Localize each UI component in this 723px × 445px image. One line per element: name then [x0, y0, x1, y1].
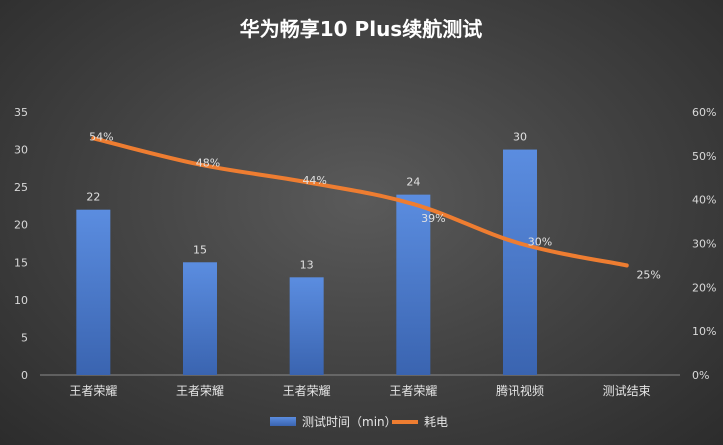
y-right-tick-label: 30%: [692, 238, 716, 251]
y-right-tick-label: 20%: [692, 281, 716, 294]
legend: 测试时间（min） 耗电: [270, 414, 448, 429]
line-point: [624, 263, 629, 268]
bar: [503, 149, 537, 375]
x-tick-label: 王者荣耀: [283, 384, 331, 398]
line-data-label: 30%: [528, 236, 552, 249]
x-tick-label: 王者荣耀: [389, 384, 437, 398]
bar-series: [76, 149, 537, 375]
line-data-label: 54%: [89, 130, 113, 143]
y-left-tick-label: 0: [21, 369, 28, 382]
y-right-tick-label: 40%: [692, 194, 716, 207]
line-point: [411, 202, 416, 207]
line-series: [91, 136, 629, 268]
bar-data-label: 24: [406, 176, 420, 189]
y-left-tick-label: 5: [21, 331, 28, 344]
bar-data-label: 13: [300, 258, 314, 271]
chart-title: 华为畅享10 Plus续航测试: [240, 17, 482, 41]
y-left-tick-label: 20: [14, 219, 28, 232]
y-right-tick-label: 50%: [692, 150, 716, 163]
bar: [396, 194, 431, 375]
y-left-tick-label: 15: [14, 256, 28, 269]
axes: 0 5 10 15 20 25 30 35 0% 10% 20% 30% 40% 50% 60% 王者荣耀 王者…: [14, 106, 716, 398]
line-point: [91, 136, 96, 141]
x-tick-label: 测试结束: [603, 383, 651, 398]
line-data-label: 39%: [421, 212, 445, 225]
bar-data-label: 22: [86, 191, 100, 204]
y-left-tick-label: 30: [14, 144, 28, 157]
bar-data-label: 15: [193, 243, 207, 256]
legend-swatch-bar: [270, 417, 296, 426]
y-right-tick-label: 10%: [692, 325, 716, 338]
data-labels: 22 15 13 24 30 54% 48% 44% 39% 30% 25%: [86, 130, 661, 281]
legend-label-bar: 测试时间（min）: [302, 414, 397, 429]
y-left-tick-label: 10: [14, 294, 28, 307]
bar: [76, 209, 111, 375]
line-point: [198, 162, 202, 167]
y-right-tick-label: 0%: [692, 369, 709, 382]
line-point: [518, 241, 522, 246]
y-left-tick-label: 35: [14, 106, 28, 119]
y-right-tick-label: 60%: [692, 106, 716, 119]
x-tick-label: 腾讯视频: [496, 383, 544, 398]
bar-data-label: 30: [513, 131, 527, 144]
y-left-tick-label: 25: [14, 181, 28, 194]
bar: [183, 262, 217, 375]
x-tick-label: 王者荣耀: [69, 384, 117, 398]
x-tick-label: 王者荣耀: [176, 384, 224, 398]
legend-label-line: 耗电: [424, 415, 448, 429]
line-data-label: 48%: [196, 157, 220, 170]
line-data-label: 44%: [302, 174, 326, 187]
line-series-path: [91, 136, 629, 268]
line-point: [304, 180, 309, 185]
line-data-label: 25%: [636, 268, 660, 281]
bar: [289, 277, 324, 375]
